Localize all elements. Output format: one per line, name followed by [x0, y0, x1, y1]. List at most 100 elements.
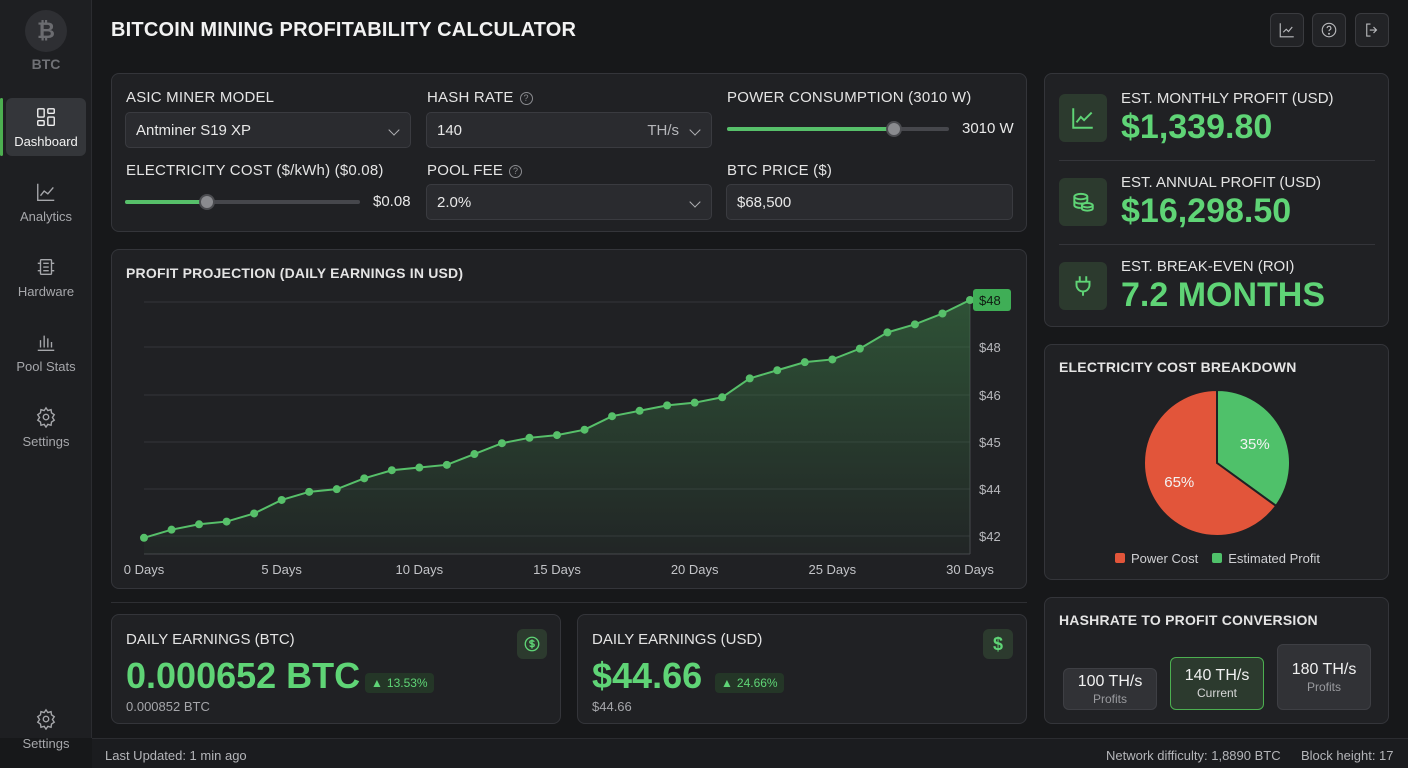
- data-point: [553, 431, 561, 440]
- coins-icon: [1059, 178, 1107, 226]
- chart-icon: [1279, 23, 1294, 38]
- data-point: [277, 495, 286, 504]
- sidebar-item-pool-stats[interactable]: Pool Stats: [6, 323, 86, 381]
- y-tick-label: $48: [979, 340, 1001, 355]
- earnings-usd-value: $44.66: [592, 655, 703, 696]
- sidebar-item-label: Analytics: [19, 208, 73, 224]
- conversion-option-140[interactable]: 140 TH/s Current: [1170, 657, 1264, 710]
- logout-button[interactable]: [1355, 13, 1389, 47]
- data-point: [608, 412, 617, 421]
- electricity-slider-thumb[interactable]: [199, 194, 216, 210]
- data-point: [387, 466, 396, 475]
- sidebar-item-label: Hardware: [17, 283, 75, 299]
- x-tick-label: 25 Days: [808, 562, 856, 577]
- chevron-down-icon: [689, 196, 701, 208]
- status-bar: Last Updated: 1 min ago Network difficul…: [92, 738, 1408, 768]
- sidebar-item-label: Settings: [22, 433, 70, 449]
- profit-projection-panel: PROFIT PROJECTION (DAILY EARNINGS IN USD…: [111, 249, 1027, 589]
- help-icon[interactable]: ?: [519, 92, 533, 105]
- breakdown-title: ELECTRICITY COST BREAKDOWN: [1059, 359, 1297, 375]
- y-tick-label: $45: [979, 435, 1001, 450]
- power-slider-thumb[interactable]: [885, 121, 902, 137]
- data-point: [800, 358, 809, 367]
- hash-rate-input[interactable]: 140 TH/s: [426, 112, 712, 148]
- power-value: 3010 W: [962, 120, 1014, 137]
- earnings-btc-sub: 0.000852 BTC: [126, 699, 210, 714]
- data-point: [442, 460, 451, 469]
- pie-slice-power-cost: [1143, 388, 1278, 537]
- help-icon[interactable]: ?: [509, 165, 523, 178]
- hardware-icon: [37, 258, 55, 275]
- hash-rate-value: 140: [437, 121, 463, 139]
- help-button[interactable]: [1312, 13, 1346, 47]
- help-icon: [1321, 22, 1337, 38]
- electricity-breakdown-panel: ELECTRICITY COST BREAKDOWN 35% 65% Power …: [1044, 344, 1389, 580]
- daily-earnings-btc-panel: DAILY EARNINGS (BTC) 0.000652 BTC ▲ 13.53…: [111, 614, 561, 724]
- last-updated: Last Updated: 1 min ago: [105, 748, 247, 763]
- conversion-option-100[interactable]: 100 TH/s Profits: [1063, 668, 1157, 710]
- sidebar-item-label: Dashboard: [14, 133, 78, 149]
- monthly-profit-value: $1,339.80: [1121, 108, 1273, 146]
- data-point: [360, 474, 369, 483]
- btc-price-input[interactable]: $68,500: [726, 184, 1013, 220]
- sidebar-bottom-settings[interactable]: Settings: [6, 700, 86, 758]
- sidebar-item-label: Pool Stats: [16, 358, 76, 374]
- divider: [1059, 244, 1375, 245]
- electricity-slider[interactable]: [125, 194, 360, 210]
- earnings-btc-label: DAILY EARNINGS (BTC): [126, 631, 295, 648]
- chevron-down-icon: [689, 124, 701, 136]
- data-point: [140, 533, 148, 542]
- data-point: [250, 509, 259, 518]
- sidebar-item-analytics[interactable]: Analytics: [6, 173, 86, 231]
- conversion-title: HASHRATE TO PROFIT CONVERSION: [1059, 612, 1318, 628]
- data-point: [195, 520, 204, 529]
- block-height: Block height: 17: [1301, 748, 1394, 763]
- chevron-down-icon: [388, 124, 400, 136]
- data-point: [773, 366, 782, 375]
- power-slider-fill: [727, 127, 894, 131]
- sidebar-item-settings[interactable]: Settings: [6, 398, 86, 456]
- data-point: [305, 487, 314, 496]
- earnings-usd-change-badge: ▲ 24.66%: [715, 673, 784, 693]
- data-point: [938, 309, 947, 318]
- conversion-option-180[interactable]: 180 TH/s Profits: [1277, 644, 1371, 710]
- end-label-badge: [973, 289, 1011, 311]
- annual-profit-value: $16,298.50: [1121, 192, 1292, 230]
- profit-area: [144, 300, 970, 554]
- x-tick-label: 15 Days: [533, 562, 581, 577]
- chart-export-button[interactable]: [1270, 13, 1304, 47]
- y-tick-label: $46: [979, 388, 1001, 403]
- sidebar-item-dashboard[interactable]: Dashboard: [0, 98, 86, 156]
- annual-profit-stat: EST. ANNUAL PROFIT (USD) $16,298.50: [1059, 174, 1375, 246]
- asic-model-select[interactable]: Antminer S19 XP: [125, 112, 411, 148]
- pool-fee-select[interactable]: 2.0%: [426, 184, 712, 220]
- inputs-panel: ASIC MINER MODEL Antminer S19 XP HASH RA…: [111, 73, 1027, 232]
- network-difficulty: Network difficulty: 1,8890 BTC: [1106, 748, 1281, 763]
- monthly-profit-label: EST. MONTHLY PROFIT (USD): [1121, 90, 1334, 107]
- hash-rate-label: HASH RATE?: [427, 89, 533, 106]
- logout-icon: [1366, 23, 1378, 37]
- sidebar-item-label: Settings: [22, 735, 70, 751]
- data-point: [855, 344, 864, 353]
- electricity-label: ELECTRICITY COST ($/kWh) ($0.08): [126, 162, 384, 179]
- x-tick-label: 20 Days: [671, 562, 719, 577]
- power-slider[interactable]: [727, 121, 949, 137]
- legend-item-power-cost: Power Cost: [1115, 551, 1198, 566]
- logo-text: BTC: [31, 56, 61, 72]
- electricity-slider-fill: [125, 200, 208, 204]
- earnings-usd-label: DAILY EARNINGS (USD): [592, 631, 763, 648]
- sidebar: ₿ BTC Dashboard Analytics Hardware Pool …: [0, 0, 92, 751]
- data-point: [332, 485, 341, 494]
- earnings-btc-change-badge: ▲ 13.53%: [365, 673, 434, 693]
- data-point: [828, 355, 837, 364]
- btc-price-value: $68,500: [737, 193, 792, 211]
- sidebar-item-hardware[interactable]: Hardware: [6, 248, 86, 306]
- x-tick-label: 10 Days: [395, 562, 443, 577]
- data-point: [718, 393, 727, 402]
- data-point: [415, 463, 424, 472]
- breakdown-pie-chart: 35% 65%: [1143, 388, 1291, 537]
- hash-rate-unit: TH/s: [647, 121, 679, 139]
- y-tick-label: $44: [979, 482, 1001, 497]
- data-point: [167, 525, 176, 534]
